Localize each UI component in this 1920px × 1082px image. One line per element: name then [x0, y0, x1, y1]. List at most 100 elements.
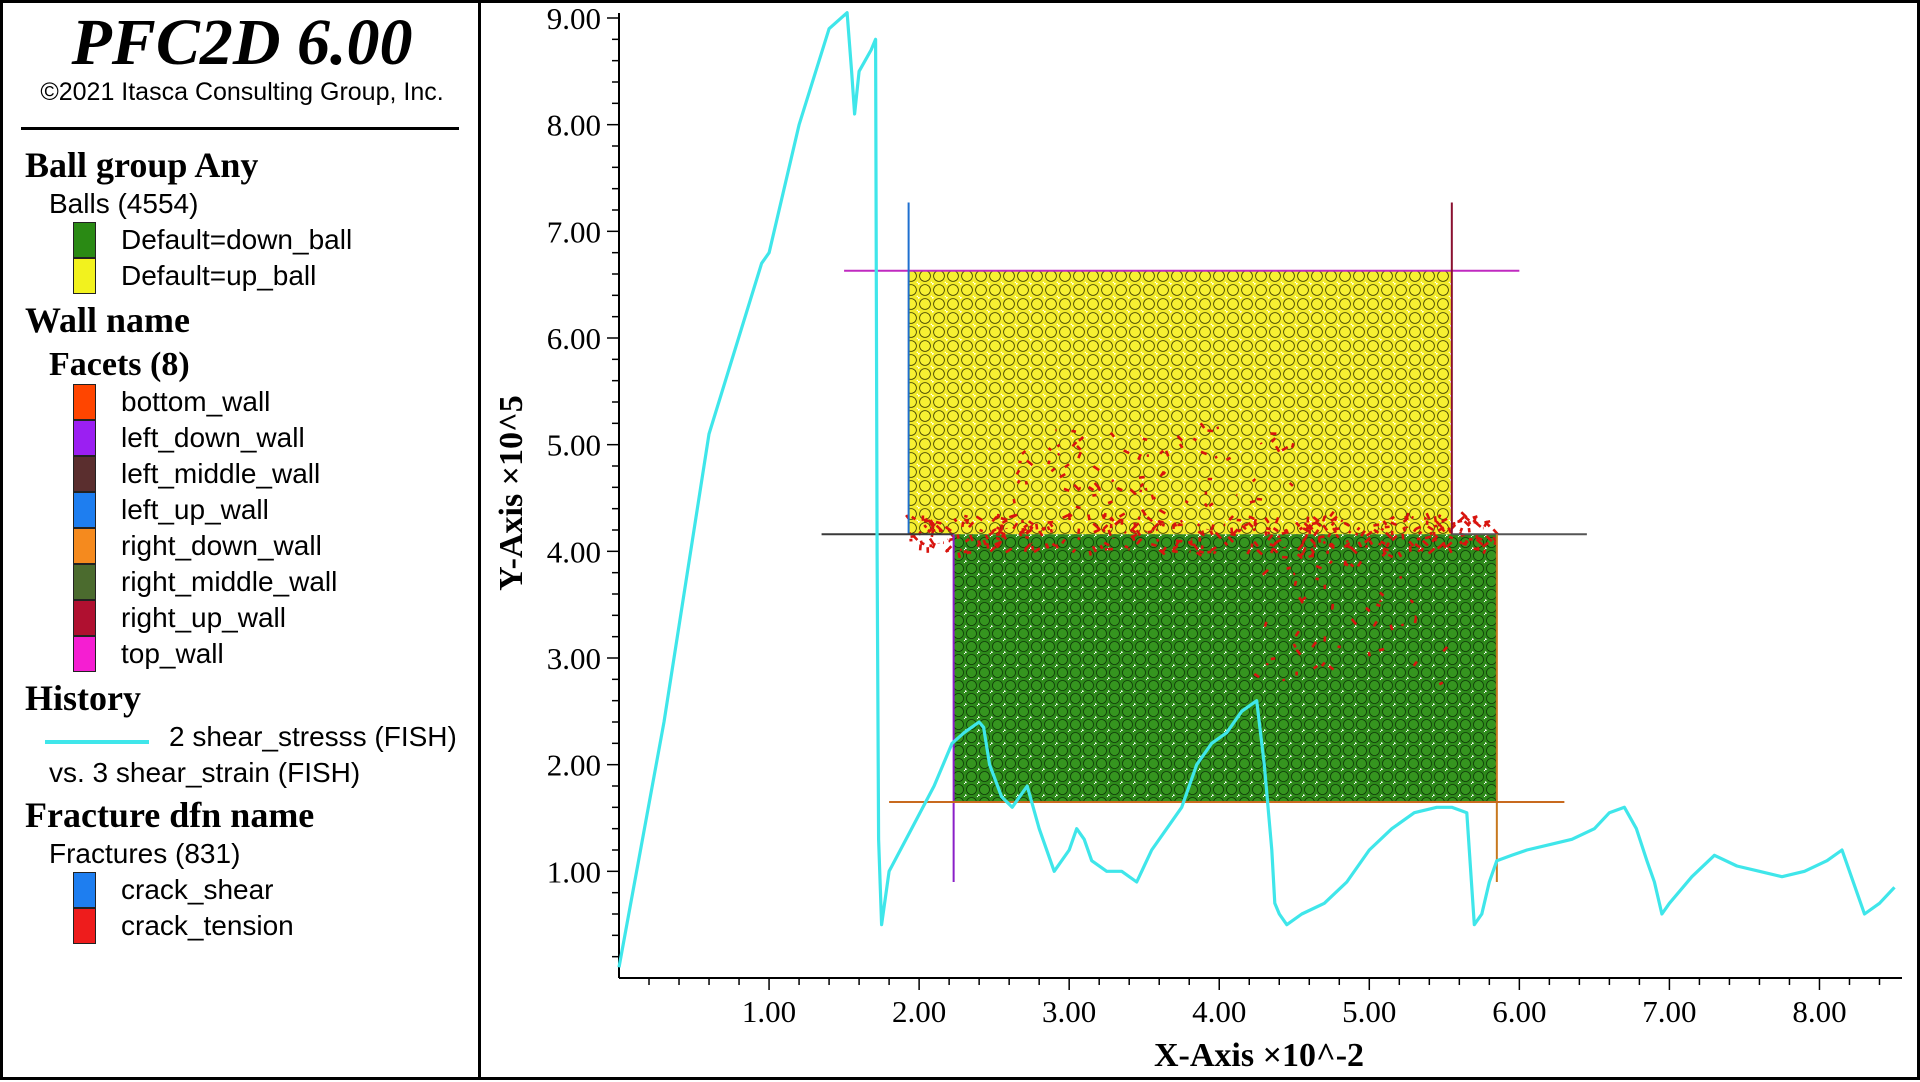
crack-segment — [977, 545, 979, 547]
crack-segment — [1415, 618, 1416, 624]
crack-segment — [964, 516, 967, 517]
crack-segment — [1391, 625, 1393, 630]
crack-segment — [1139, 477, 1145, 478]
crack-segment — [1330, 561, 1332, 563]
crack-segment — [958, 535, 959, 539]
crack-segment — [939, 530, 942, 531]
x-tick-label: 5.00 — [1342, 994, 1396, 1029]
copyright-text: ©2021 Itasca Consulting Group, Inc. — [3, 78, 481, 107]
y-axis-label: Y-Axis ×10^5 — [493, 395, 530, 591]
top-wall-swatch — [73, 636, 96, 672]
x-tick-label: 4.00 — [1192, 994, 1246, 1029]
crack-segment — [1356, 533, 1357, 536]
crack-segment — [1373, 524, 1379, 525]
balls-count-label: Balls (4554) — [49, 188, 198, 220]
crack-segment — [1430, 532, 1431, 535]
crack-segment — [1151, 496, 1153, 497]
crack-segment — [1103, 529, 1105, 532]
crack-segment — [1134, 523, 1135, 528]
crack-segment — [1380, 600, 1381, 602]
x-tick-label: 8.00 — [1792, 994, 1846, 1029]
crack-segment — [1143, 439, 1147, 440]
crack-segment — [1271, 658, 1275, 659]
crack-segment — [1036, 524, 1037, 530]
crack-segment — [1379, 543, 1380, 545]
y-tick-label: 2.00 — [547, 748, 601, 783]
history-vs-label: vs. 3 shear_strain (FISH) — [49, 757, 360, 789]
left-down-wall-swatch — [73, 420, 96, 456]
crack-segment — [1056, 545, 1058, 549]
crack-segment — [1025, 537, 1028, 538]
crack-segment — [1176, 541, 1181, 542]
crack-segment — [1265, 622, 1266, 627]
crack-segment — [1465, 540, 1467, 545]
legend-item-label: Default=down_ball — [121, 223, 352, 257]
crack-segment — [1032, 546, 1033, 550]
crack-segment — [1152, 498, 1156, 499]
crack-segment — [1173, 547, 1175, 552]
legend-item-label: bottom_wall — [121, 385, 270, 419]
crack-segment — [1181, 521, 1183, 522]
crack-segment — [1415, 616, 1416, 617]
crack-segment — [924, 525, 926, 528]
crack-segment — [1421, 548, 1423, 551]
crack-segment — [1199, 551, 1204, 553]
crack-segment — [1473, 516, 1478, 517]
crack-segment — [1402, 624, 1403, 626]
crack-segment — [1023, 528, 1024, 533]
crack-segment — [1215, 456, 1217, 457]
crack-segment — [1207, 431, 1213, 432]
crack-segment — [1300, 527, 1303, 529]
crack-segment — [954, 519, 956, 522]
crack-segment — [1323, 516, 1324, 521]
crack-segment — [1407, 513, 1408, 518]
legend-item-label: left_down_wall — [121, 421, 305, 455]
crack-segment — [1020, 533, 1021, 537]
crack-segment — [1158, 521, 1163, 522]
left-middle-wall-swatch — [73, 456, 96, 492]
crack-segment — [1071, 431, 1076, 432]
crack-segment — [1349, 531, 1351, 533]
crack-segment — [1379, 649, 1384, 650]
crack-segment — [1001, 518, 1007, 519]
crack-segment — [1369, 652, 1370, 656]
crack-segment — [1253, 529, 1256, 530]
crack-segment — [1004, 533, 1005, 537]
crack-segment — [1069, 515, 1070, 520]
crack-segment — [1449, 537, 1453, 539]
legend-item-label: right_middle_wall — [121, 565, 337, 599]
crack-segment — [1238, 529, 1241, 531]
crack-segment — [979, 542, 980, 546]
crack-segment — [1140, 491, 1142, 492]
crack-segment — [1156, 529, 1157, 530]
x-tick-label: 6.00 — [1492, 994, 1546, 1029]
crack-segment — [1319, 537, 1320, 542]
legend-item-label: right_down_wall — [121, 529, 322, 563]
x-tick-label: 1.00 — [742, 994, 796, 1029]
crack-segment — [1303, 539, 1304, 544]
crack-segment — [1400, 576, 1401, 578]
crack-segment — [1294, 644, 1296, 648]
crack-segment — [1163, 472, 1165, 475]
crack-segment — [1076, 507, 1081, 508]
crack-segment — [1025, 548, 1026, 552]
legend-panel: PFC2D 6.00 ©2021 Itasca Consulting Group… — [3, 3, 481, 1077]
crack-segment — [1338, 647, 1341, 648]
crack-segment — [947, 549, 948, 552]
crack-segment — [1268, 532, 1270, 533]
crack-segment — [959, 553, 960, 558]
history-heading: History — [25, 678, 141, 718]
legend-item-label: left_up_wall — [121, 493, 269, 527]
crack-segment — [1064, 489, 1069, 491]
crack-segment — [1376, 605, 1380, 606]
crack-segment — [1078, 538, 1080, 540]
crack-segment — [1129, 549, 1130, 550]
crack-segment — [1419, 532, 1422, 534]
history-series-label: 2 shear_stresss (FISH) — [169, 721, 457, 753]
y-tick-label: 3.00 — [547, 641, 601, 676]
crack-segment — [1461, 528, 1462, 532]
crack-segment — [1214, 551, 1216, 554]
crack-segment — [1267, 663, 1268, 665]
